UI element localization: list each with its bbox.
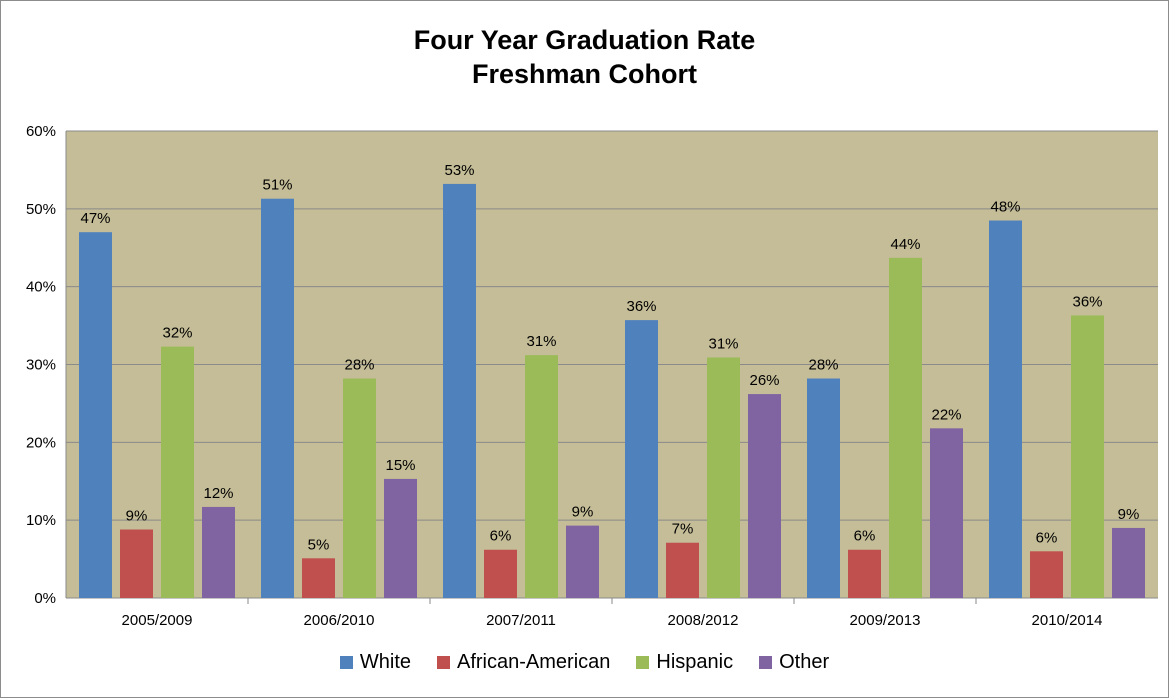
legend-swatch — [759, 656, 773, 669]
data-label: 28% — [808, 357, 838, 374]
bar-hispanic — [525, 355, 558, 598]
bar-african-american — [302, 558, 335, 598]
data-label: 44% — [890, 236, 920, 253]
bar-other — [202, 506, 235, 598]
bar-hispanic — [707, 357, 740, 598]
legend-item: African-American — [437, 651, 610, 674]
data-label: 7% — [672, 521, 694, 538]
data-label: 6% — [490, 528, 512, 545]
bar-african-american — [484, 549, 517, 598]
data-label: 53% — [444, 162, 474, 179]
bar-hispanic — [343, 378, 376, 598]
bar-white — [261, 198, 294, 598]
data-label: 5% — [308, 536, 330, 553]
data-label: 9% — [572, 504, 594, 521]
y-tick-label: 50% — [26, 201, 56, 218]
legend-swatch — [636, 656, 650, 669]
bar-other — [384, 478, 417, 598]
legend-swatch — [437, 656, 450, 669]
bar-african-american — [848, 549, 881, 598]
data-label: 6% — [854, 528, 876, 545]
x-tick-label: 2007/2011 — [486, 612, 556, 629]
data-label: 47% — [80, 210, 110, 227]
legend-label: Hispanic — [656, 651, 734, 673]
data-label: 22% — [931, 406, 961, 423]
legend-item: Hispanic — [636, 651, 733, 674]
y-tick-label: 40% — [26, 279, 56, 296]
bar-other — [748, 394, 781, 598]
x-tick-label: 2005/2009 — [122, 612, 193, 629]
legend-label: African-American — [457, 651, 611, 673]
data-label: 36% — [1072, 293, 1102, 310]
x-tick-label: 2009/2013 — [850, 612, 921, 629]
legend-item: White — [339, 651, 411, 674]
bar-white — [807, 378, 840, 598]
bar-other — [930, 428, 963, 598]
x-tick-label: 2008/2012 — [668, 612, 739, 629]
y-tick-label: 30% — [26, 357, 56, 374]
bar-african-american — [666, 542, 699, 598]
bar-white — [79, 232, 112, 598]
data-label: 48% — [990, 199, 1020, 216]
bar-african-american — [1030, 551, 1063, 598]
chart-subtitle-line: Freshman Cohort — [471, 59, 698, 89]
data-label: 32% — [162, 325, 192, 342]
data-label: 31% — [526, 333, 556, 350]
y-tick-label: 60% — [26, 123, 56, 140]
data-label: 51% — [262, 177, 292, 194]
bar-white — [989, 220, 1022, 598]
data-label: 28% — [344, 357, 374, 374]
chart-legend: White African-American Hispanic Other — [1, 651, 1168, 674]
bar-hispanic — [1071, 315, 1104, 598]
data-label: 9% — [126, 508, 148, 525]
y-tick-label: 10% — [26, 512, 56, 529]
bar-african-american — [120, 529, 153, 598]
bar-other — [1112, 527, 1145, 598]
bar-hispanic — [889, 257, 922, 598]
bar-white — [443, 183, 476, 598]
y-tick-label: 0% — [34, 590, 56, 607]
chart-title-line: Four Year Graduation Rate — [413, 25, 756, 55]
bar-hispanic — [161, 346, 194, 598]
x-tick-label: 2010/2014 — [1032, 612, 1103, 629]
legend-label: White — [359, 651, 411, 673]
legend-item: Other — [759, 651, 829, 674]
x-tick-label: 2006/2010 — [304, 612, 375, 629]
data-label: 31% — [708, 335, 738, 352]
y-tick-label: 20% — [26, 434, 56, 451]
data-label: 15% — [385, 457, 415, 474]
data-label: 26% — [749, 372, 779, 389]
legend-swatch — [339, 656, 353, 669]
data-label: 12% — [203, 485, 233, 502]
legend-label: Other — [779, 651, 830, 673]
bar-white — [625, 320, 658, 598]
data-label: 6% — [1036, 529, 1058, 546]
bar-other — [566, 525, 599, 598]
data-label: 36% — [626, 298, 656, 315]
data-label: 9% — [1118, 506, 1140, 523]
chart-title: Four Year Graduation Rate Freshman Cohor… — [1, 23, 1168, 91]
